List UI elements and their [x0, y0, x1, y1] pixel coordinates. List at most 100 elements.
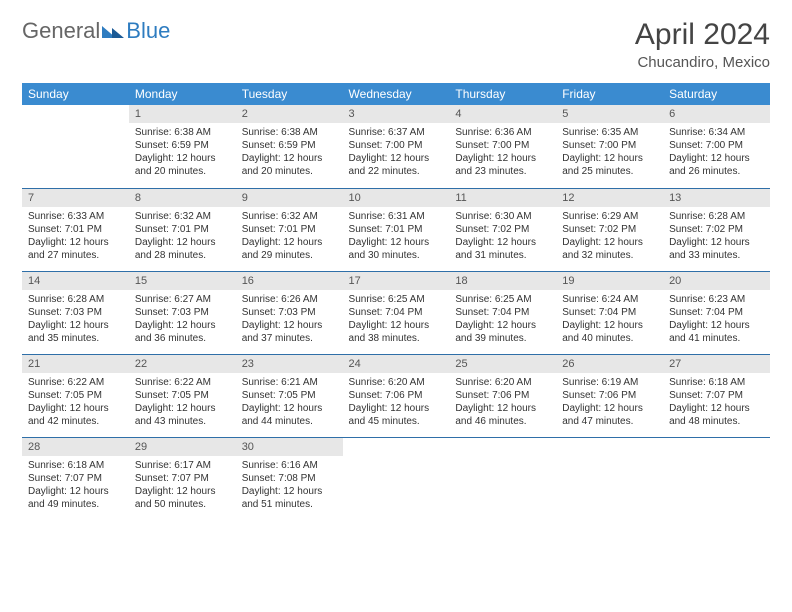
weekday-header: Friday: [556, 83, 663, 105]
sunset-text: Sunset: 7:01 PM: [349, 223, 444, 236]
sunrise-text: Sunrise: 6:23 AM: [669, 293, 764, 306]
day-number: 22: [129, 355, 236, 373]
sunset-text: Sunset: 7:04 PM: [562, 306, 657, 319]
day-number: 25: [449, 355, 556, 373]
sunset-text: Sunset: 7:00 PM: [669, 139, 764, 152]
sunrise-text: Sunrise: 6:19 AM: [562, 376, 657, 389]
daylight-text-2: and 45 minutes.: [349, 415, 444, 428]
day-number: 15: [129, 272, 236, 290]
day-details: Sunrise: 6:31 AMSunset: 7:01 PMDaylight:…: [343, 207, 450, 266]
day-details: Sunrise: 6:21 AMSunset: 7:05 PMDaylight:…: [236, 373, 343, 432]
day-details: Sunrise: 6:16 AMSunset: 7:08 PMDaylight:…: [236, 456, 343, 515]
day-details: Sunrise: 6:20 AMSunset: 7:06 PMDaylight:…: [343, 373, 450, 432]
triangle-icon: [102, 18, 124, 44]
sunrise-text: Sunrise: 6:27 AM: [135, 293, 230, 306]
sunset-text: Sunset: 7:02 PM: [562, 223, 657, 236]
daylight-text-1: Daylight: 12 hours: [669, 236, 764, 249]
day-details: Sunrise: 6:38 AMSunset: 6:59 PMDaylight:…: [236, 123, 343, 182]
sunset-text: Sunset: 7:05 PM: [28, 389, 123, 402]
day-number: 5: [556, 105, 663, 123]
sunrise-text: Sunrise: 6:31 AM: [349, 210, 444, 223]
daylight-text-1: Daylight: 12 hours: [562, 319, 657, 332]
sunset-text: Sunset: 6:59 PM: [242, 139, 337, 152]
sunset-text: Sunset: 7:07 PM: [669, 389, 764, 402]
daylight-text-1: Daylight: 12 hours: [135, 152, 230, 165]
sunrise-text: Sunrise: 6:25 AM: [455, 293, 550, 306]
sunrise-text: Sunrise: 6:33 AM: [28, 210, 123, 223]
day-number: 14: [22, 272, 129, 290]
day-number: 23: [236, 355, 343, 373]
sunset-text: Sunset: 7:02 PM: [669, 223, 764, 236]
daylight-text-2: and 28 minutes.: [135, 249, 230, 262]
daylight-text-1: Daylight: 12 hours: [562, 152, 657, 165]
sunset-text: Sunset: 7:01 PM: [135, 223, 230, 236]
day-number: 18: [449, 272, 556, 290]
sunset-text: Sunset: 7:06 PM: [562, 389, 657, 402]
sunrise-text: Sunrise: 6:30 AM: [455, 210, 550, 223]
day-number: 8: [129, 189, 236, 207]
daylight-text-2: and 41 minutes.: [669, 332, 764, 345]
calendar-day-cell: 20Sunrise: 6:23 AMSunset: 7:04 PMDayligh…: [663, 271, 770, 354]
calendar-day-cell: 27Sunrise: 6:18 AMSunset: 7:07 PMDayligh…: [663, 354, 770, 437]
sunset-text: Sunset: 7:04 PM: [349, 306, 444, 319]
brand-text-general: General: [22, 18, 100, 44]
calendar-week-row: 28Sunrise: 6:18 AMSunset: 7:07 PMDayligh…: [22, 437, 770, 520]
calendar-day-cell: 12Sunrise: 6:29 AMSunset: 7:02 PMDayligh…: [556, 188, 663, 271]
daylight-text-1: Daylight: 12 hours: [349, 236, 444, 249]
weekday-header: Thursday: [449, 83, 556, 105]
daylight-text-2: and 32 minutes.: [562, 249, 657, 262]
daylight-text-2: and 26 minutes.: [669, 165, 764, 178]
day-number: 11: [449, 189, 556, 207]
sunset-text: Sunset: 7:03 PM: [28, 306, 123, 319]
sunrise-text: Sunrise: 6:20 AM: [455, 376, 550, 389]
daylight-text-2: and 38 minutes.: [349, 332, 444, 345]
daylight-text-1: Daylight: 12 hours: [242, 319, 337, 332]
daylight-text-2: and 29 minutes.: [242, 249, 337, 262]
location-subtitle: Chucandiro, Mexico: [635, 54, 770, 71]
title-block: April 2024 Chucandiro, Mexico: [635, 18, 770, 71]
day-number: 20: [663, 272, 770, 290]
calendar-day-cell: [343, 437, 450, 520]
daylight-text-1: Daylight: 12 hours: [242, 236, 337, 249]
calendar-day-cell: 19Sunrise: 6:24 AMSunset: 7:04 PMDayligh…: [556, 271, 663, 354]
calendar-day-cell: 28Sunrise: 6:18 AMSunset: 7:07 PMDayligh…: [22, 437, 129, 520]
daylight-text-2: and 51 minutes.: [242, 498, 337, 511]
sunrise-text: Sunrise: 6:22 AM: [28, 376, 123, 389]
day-number: 10: [343, 189, 450, 207]
daylight-text-2: and 43 minutes.: [135, 415, 230, 428]
weekday-header: Tuesday: [236, 83, 343, 105]
daylight-text-2: and 37 minutes.: [242, 332, 337, 345]
daylight-text-2: and 25 minutes.: [562, 165, 657, 178]
sunset-text: Sunset: 7:06 PM: [455, 389, 550, 402]
sunset-text: Sunset: 7:00 PM: [349, 139, 444, 152]
day-details: Sunrise: 6:22 AMSunset: 7:05 PMDaylight:…: [22, 373, 129, 432]
day-details: Sunrise: 6:24 AMSunset: 7:04 PMDaylight:…: [556, 290, 663, 349]
calendar-week-row: 21Sunrise: 6:22 AMSunset: 7:05 PMDayligh…: [22, 354, 770, 437]
day-details: Sunrise: 6:32 AMSunset: 7:01 PMDaylight:…: [236, 207, 343, 266]
calendar-day-cell: 24Sunrise: 6:20 AMSunset: 7:06 PMDayligh…: [343, 354, 450, 437]
page-title: April 2024: [635, 18, 770, 52]
sunrise-text: Sunrise: 6:20 AM: [349, 376, 444, 389]
daylight-text-1: Daylight: 12 hours: [242, 402, 337, 415]
day-details: Sunrise: 6:36 AMSunset: 7:00 PMDaylight:…: [449, 123, 556, 182]
daylight-text-1: Daylight: 12 hours: [455, 236, 550, 249]
daylight-text-2: and 49 minutes.: [28, 498, 123, 511]
calendar-day-cell: 5Sunrise: 6:35 AMSunset: 7:00 PMDaylight…: [556, 105, 663, 188]
calendar-day-cell: 30Sunrise: 6:16 AMSunset: 7:08 PMDayligh…: [236, 437, 343, 520]
day-number: 26: [556, 355, 663, 373]
sunrise-text: Sunrise: 6:24 AM: [562, 293, 657, 306]
day-details: Sunrise: 6:33 AMSunset: 7:01 PMDaylight:…: [22, 207, 129, 266]
daylight-text-2: and 36 minutes.: [135, 332, 230, 345]
day-details: Sunrise: 6:28 AMSunset: 7:03 PMDaylight:…: [22, 290, 129, 349]
day-number: 13: [663, 189, 770, 207]
sunrise-text: Sunrise: 6:28 AM: [28, 293, 123, 306]
sunrise-text: Sunrise: 6:36 AM: [455, 126, 550, 139]
daylight-text-1: Daylight: 12 hours: [455, 152, 550, 165]
sunset-text: Sunset: 7:00 PM: [455, 139, 550, 152]
calendar-day-cell: 11Sunrise: 6:30 AMSunset: 7:02 PMDayligh…: [449, 188, 556, 271]
daylight-text-2: and 40 minutes.: [562, 332, 657, 345]
daylight-text-2: and 35 minutes.: [28, 332, 123, 345]
sunset-text: Sunset: 7:07 PM: [135, 472, 230, 485]
day-details: Sunrise: 6:20 AMSunset: 7:06 PMDaylight:…: [449, 373, 556, 432]
day-number: 24: [343, 355, 450, 373]
